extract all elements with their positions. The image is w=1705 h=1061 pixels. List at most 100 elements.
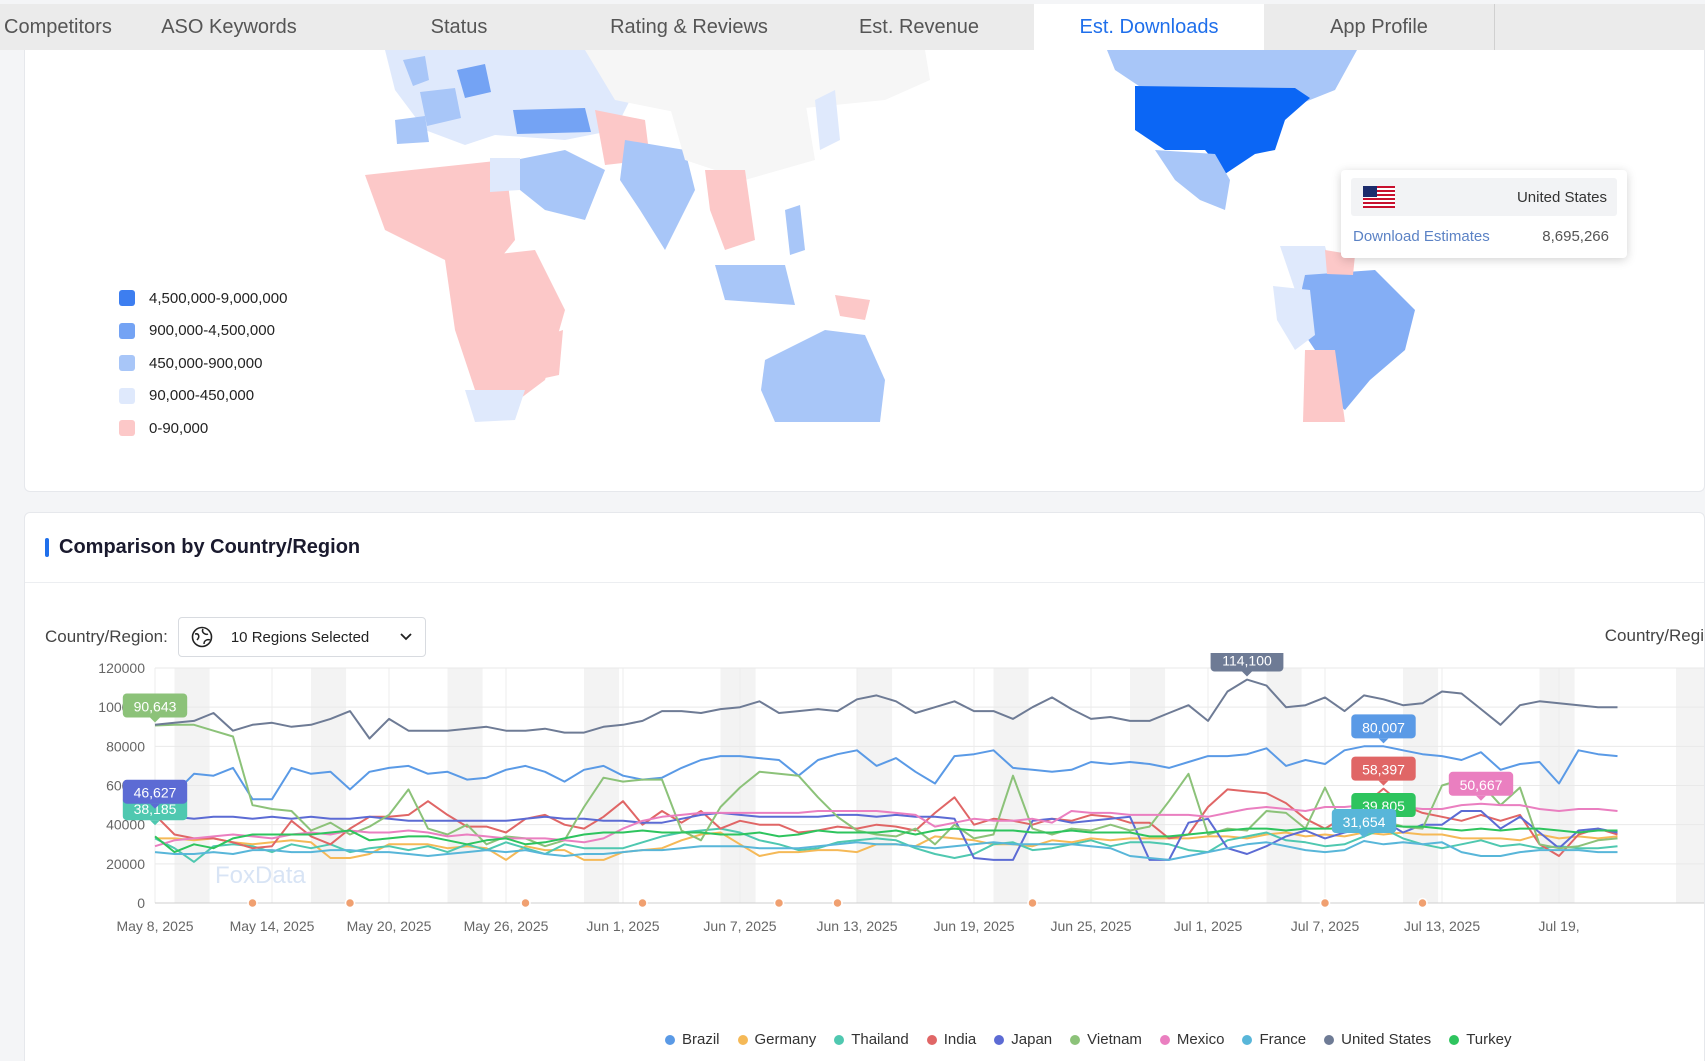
tab-overflow[interactable] xyxy=(1494,4,1505,50)
legend-dot xyxy=(1070,1034,1081,1045)
legend-label: 450,000-900,000 xyxy=(149,354,263,372)
legend-dot xyxy=(1159,1034,1170,1045)
y-tick-label: 20000 xyxy=(106,856,145,872)
legend-label: Germany xyxy=(754,1031,817,1048)
tab-app-profile[interactable]: App Profile xyxy=(1330,16,1428,38)
x-tick-label: May 26, 2025 xyxy=(464,918,549,934)
series-line-brazil[interactable] xyxy=(154,745,1618,801)
legend-item-germany[interactable]: Germany xyxy=(737,1031,817,1048)
legend-swatch xyxy=(119,355,135,372)
map-legend-item[interactable]: 900,000-4,500,000 xyxy=(119,315,287,348)
tab-aso-keywords[interactable]: ASO Keywords xyxy=(161,16,297,38)
map-legend-item[interactable]: 90,000-450,000 xyxy=(119,380,287,413)
tab-est-downloads[interactable]: Est. Downloads xyxy=(1034,4,1264,50)
watermark: FoxData xyxy=(215,862,306,889)
event-marker[interactable] xyxy=(832,897,843,909)
map-region-germany xyxy=(457,64,491,98)
tab-est-revenue[interactable]: Est. Revenue xyxy=(858,16,980,38)
y-tick-label: 0 xyxy=(137,895,145,911)
map-region-png xyxy=(835,295,870,320)
x-tick-label: Jul 7, 2025 xyxy=(1291,918,1360,934)
series-line-united-states[interactable] xyxy=(154,678,1618,740)
legend-label: Vietnam xyxy=(1087,1031,1142,1048)
x-tick-label: May 8, 2025 xyxy=(116,918,193,934)
x-tick-label: May 14, 2025 xyxy=(230,918,315,934)
legend-label: 90,000-450,000 xyxy=(149,387,255,405)
legend-swatch xyxy=(119,322,135,339)
map-region-japan xyxy=(815,90,840,150)
legend-item-vietnam[interactable]: Vietnam xyxy=(1070,1031,1142,1048)
legend-item-france[interactable]: France xyxy=(1242,1031,1306,1048)
tooltip-value: 8,695,266 xyxy=(1542,228,1609,245)
legend-label: Turkey xyxy=(1466,1031,1512,1048)
data-label: 114,100 xyxy=(1210,653,1284,677)
map-region-peru xyxy=(1273,286,1315,350)
tooltip-header: United States xyxy=(1351,178,1617,216)
map-legend-item[interactable]: 450,000-900,000 xyxy=(119,347,287,380)
svg-text:80,007: 80,007 xyxy=(1362,719,1405,735)
legend-item-turkey[interactable]: Turkey xyxy=(1449,1031,1511,1048)
map-region-egypt xyxy=(490,158,520,192)
event-marker[interactable] xyxy=(520,897,531,909)
tooltip-country: United States xyxy=(1516,188,1607,206)
legend-label: France xyxy=(1259,1031,1307,1048)
data-label: 80,007 xyxy=(1351,714,1416,744)
event-marker[interactable] xyxy=(773,897,785,909)
world-map-card: 4,500,000-9,000,000 900,000-4,500,000 45… xyxy=(24,50,1705,492)
map-region-philippines xyxy=(785,205,805,255)
event-marker[interactable] xyxy=(344,897,356,909)
comparison-card: Comparison by Country/Region Country/Reg… xyxy=(24,512,1705,1061)
svg-text:58,397: 58,397 xyxy=(1362,762,1405,778)
svg-text:50,667: 50,667 xyxy=(1460,777,1503,793)
x-tick-label: Jun 13, 2025 xyxy=(817,918,898,934)
x-tick-label: Jul 13, 2025 xyxy=(1404,918,1480,934)
map-region-argentina xyxy=(1303,350,1345,422)
event-marker[interactable] xyxy=(247,897,258,909)
map-region-southeast-asia xyxy=(705,170,755,250)
legend-label: Thailand xyxy=(851,1031,909,1048)
map-region-china xyxy=(665,90,815,180)
data-label: 46,627 xyxy=(122,779,188,809)
globe-icon xyxy=(191,626,213,648)
chart-legend: Brazil Germany Thailand India Japan Vietnam Me… xyxy=(665,1031,1529,1048)
map-region-france xyxy=(420,88,461,126)
legend-item-mexico[interactable]: Mexico xyxy=(1159,1031,1224,1048)
tab-status[interactable]: Status xyxy=(430,16,488,38)
y-tick-label: 80000 xyxy=(106,738,145,754)
world-map[interactable] xyxy=(25,50,1705,492)
x-tick-label: Jul 19, xyxy=(1538,918,1579,934)
data-label: 50,667 xyxy=(1448,771,1514,801)
legend-item-united-states[interactable]: United States xyxy=(1324,1031,1431,1048)
legend-label: India xyxy=(943,1031,977,1048)
event-marker[interactable] xyxy=(1319,897,1331,909)
region-select[interactable]: 10 Regions Selected xyxy=(177,617,426,657)
downloads-line-chart[interactable]: 020000400006000080000100000120000May 8, … xyxy=(25,653,1705,1028)
legend-item-thailand[interactable]: Thailand xyxy=(834,1031,909,1048)
legend-item-india[interactable]: India xyxy=(926,1031,977,1048)
event-marker[interactable] xyxy=(1027,897,1038,909)
series-line-france[interactable] xyxy=(154,840,1618,861)
legend-item-japan[interactable]: Japan xyxy=(994,1031,1052,1048)
legend-dot xyxy=(1449,1034,1460,1045)
svg-text:46,627: 46,627 xyxy=(134,785,177,801)
legend-dot xyxy=(665,1034,675,1045)
region-select-value: 10 Regions Selected xyxy=(230,628,370,646)
tab-competitors[interactable]: Competitors xyxy=(4,16,112,38)
legend-dot xyxy=(1242,1034,1253,1045)
legend-dot xyxy=(737,1034,748,1045)
legend-swatch xyxy=(119,387,135,404)
us-flag-icon xyxy=(1363,186,1395,208)
legend-dot xyxy=(994,1034,1005,1045)
event-marker[interactable] xyxy=(1417,897,1428,909)
data-label: 90,643 xyxy=(122,693,188,723)
chevron-down-icon xyxy=(400,633,412,641)
map-region-middle-east xyxy=(515,150,605,220)
map-region-india xyxy=(620,140,695,250)
map-legend-item[interactable]: 4,500,000-9,000,000 xyxy=(119,282,287,315)
svg-text:31,654: 31,654 xyxy=(1343,814,1386,830)
tab-rating-reviews[interactable]: Rating & Reviews xyxy=(610,16,768,38)
event-marker[interactable] xyxy=(637,897,648,909)
map-legend-item[interactable]: 0-90,000 xyxy=(119,412,287,445)
svg-text:38,185: 38,185 xyxy=(134,801,177,817)
legend-item-brazil[interactable]: Brazil xyxy=(665,1031,720,1048)
